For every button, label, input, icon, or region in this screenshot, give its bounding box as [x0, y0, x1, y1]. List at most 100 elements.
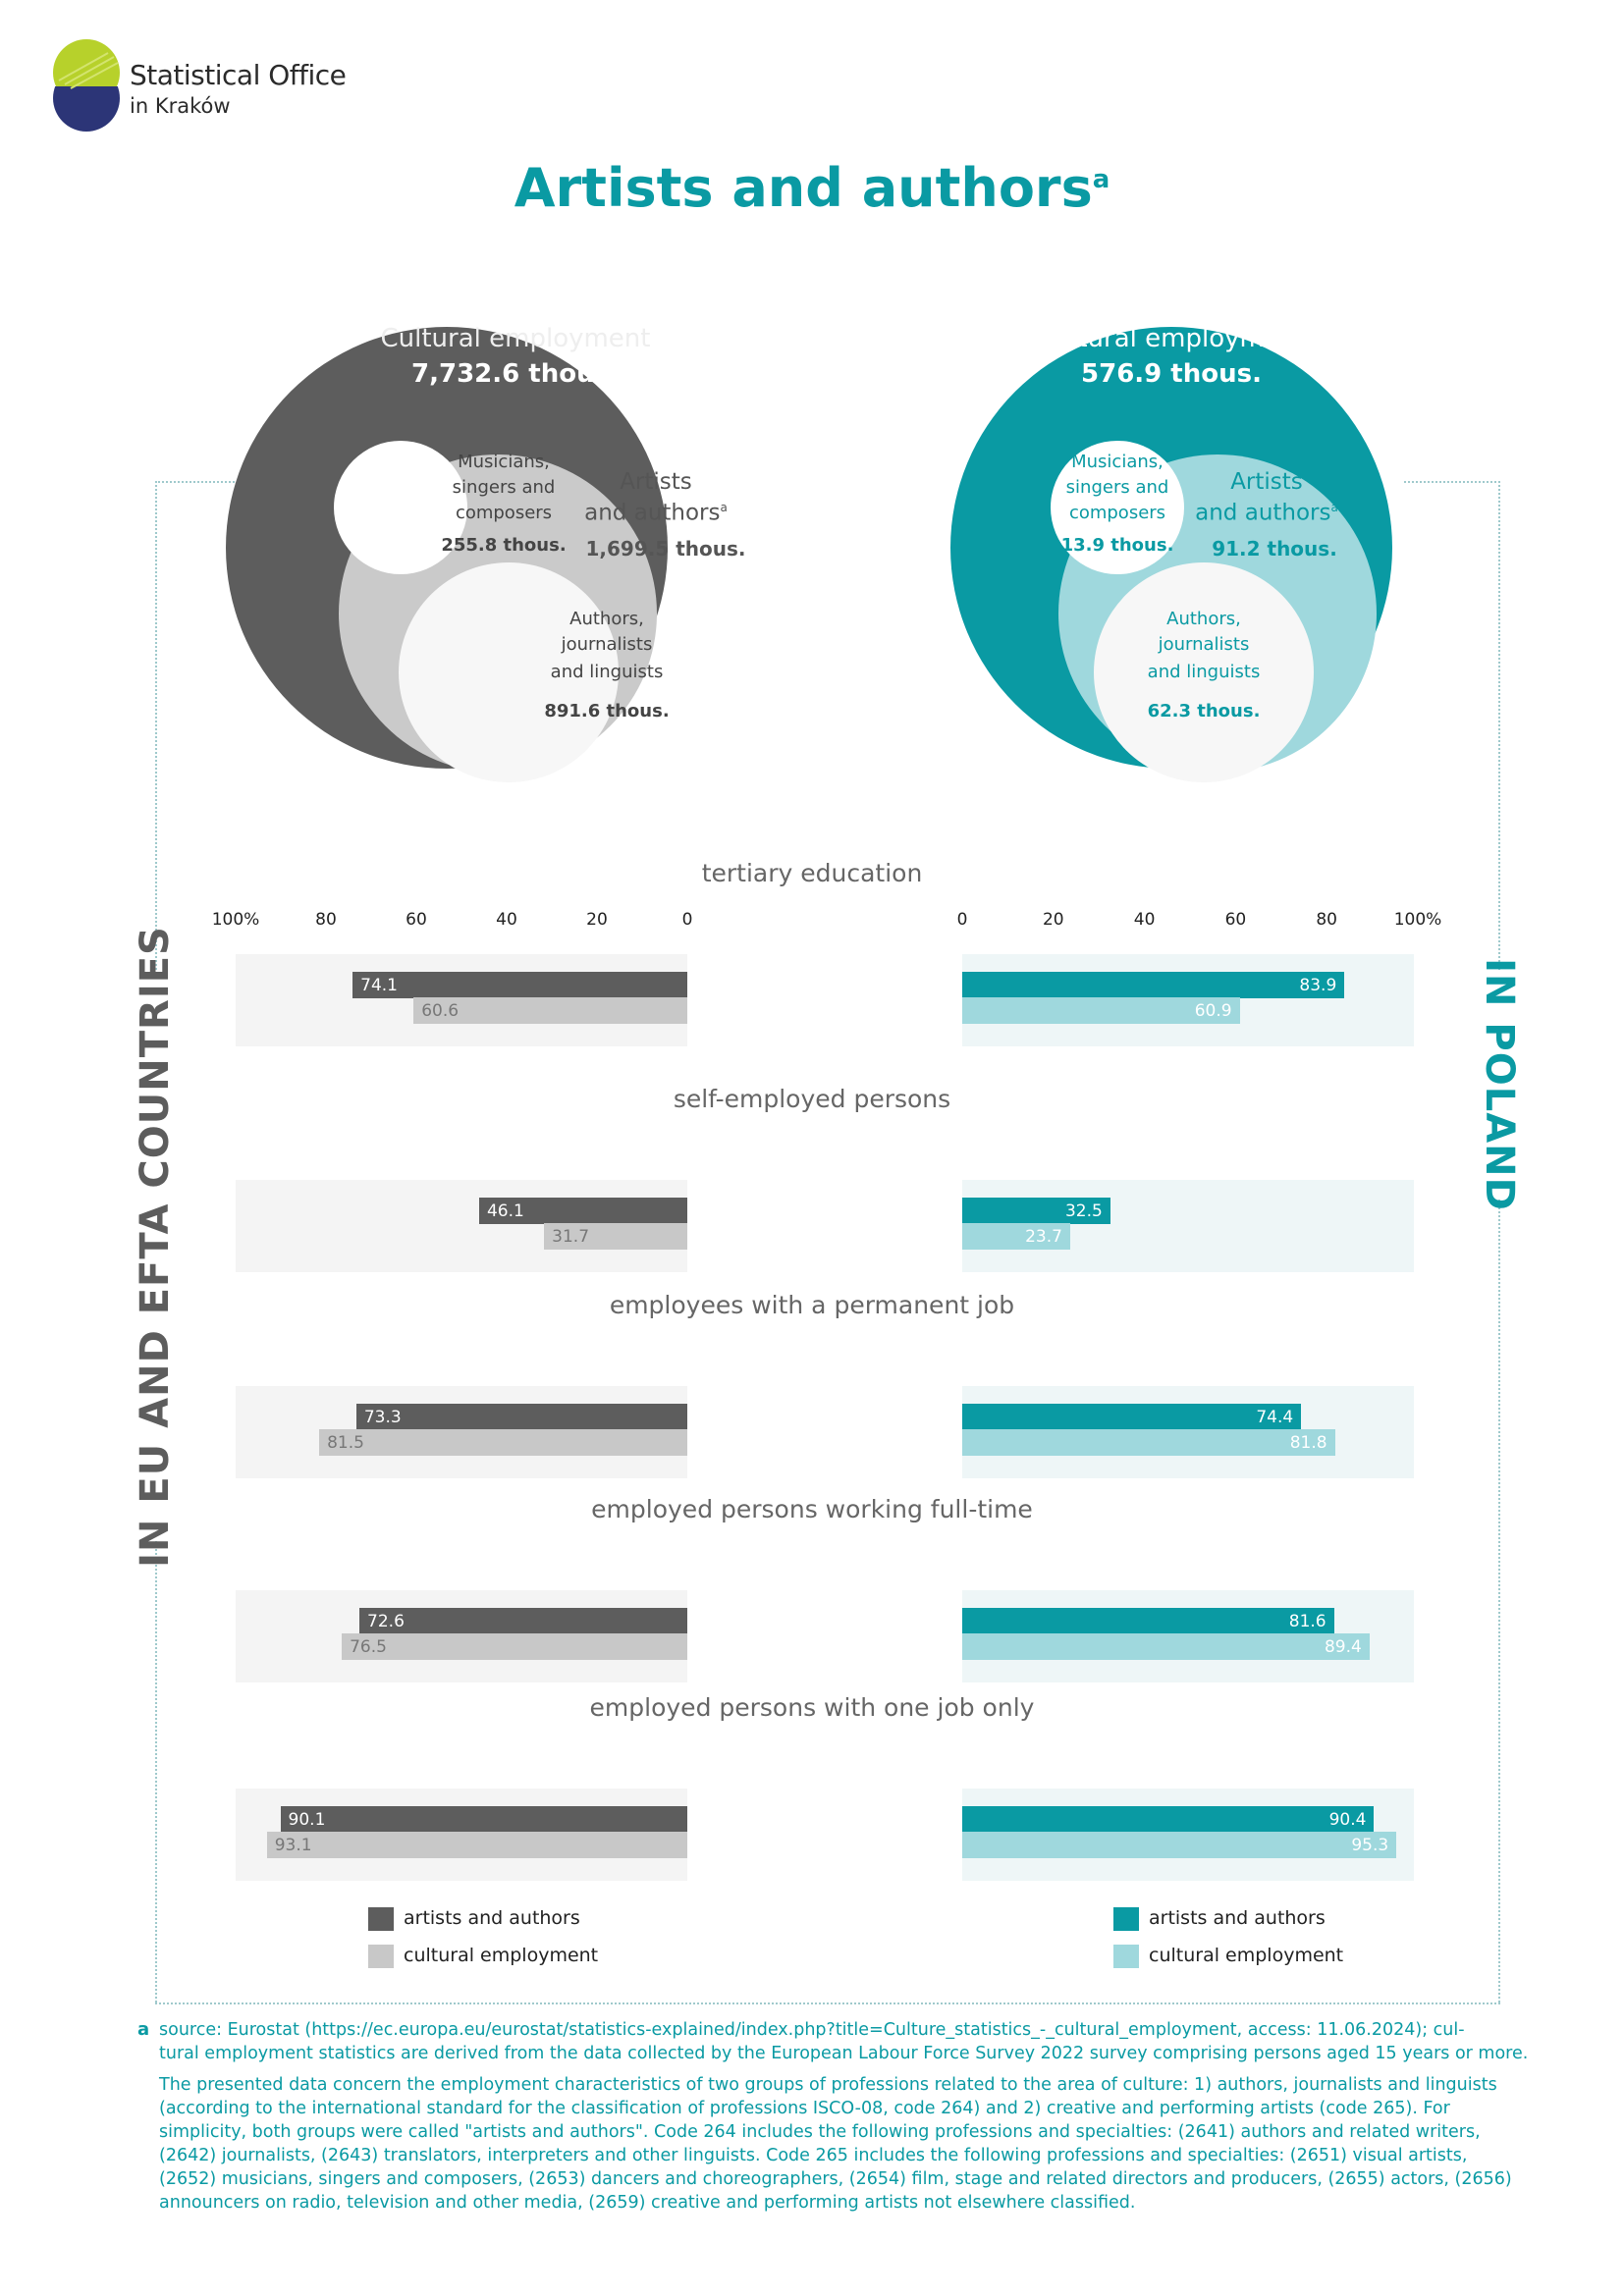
bar-label-pl-cultural: 95.3 [1351, 1836, 1389, 1855]
footnote-marker: a [137, 2019, 150, 2040]
bar-eu-cultural [544, 1223, 687, 1250]
venn-pl-small-value: 13.9 thous. [1060, 535, 1174, 556]
band-eu [236, 954, 687, 1046]
axis-eu-tick: 0 [681, 910, 693, 930]
venn-eu-small [334, 441, 467, 574]
axis-pl-tick: 100% [1393, 910, 1442, 930]
bar-label-pl-artists: 90.4 [1328, 1810, 1367, 1830]
bar-pl-cultural [962, 1633, 1370, 1660]
bar-label-pl-artists: 32.5 [1064, 1201, 1103, 1221]
page-title-text: Artists and authors [514, 157, 1093, 219]
bar-label-pl-artists: 83.9 [1299, 976, 1337, 995]
bar-eu-artists [478, 1198, 687, 1224]
bar-pl-artists [962, 1198, 1110, 1224]
axis-pl-tick: 80 [1316, 910, 1337, 930]
venn-pl-small [1051, 441, 1184, 574]
venn-eu-inner-label-1: Authors, [569, 609, 644, 629]
band-pl [962, 1590, 1414, 1682]
frame-left-top [155, 481, 253, 483]
venn-eu-small-label-1: Musicians, [458, 452, 550, 472]
axis-pl-tick: 20 [1042, 910, 1064, 930]
venn-pl-small-label-2: singers and [1065, 477, 1169, 498]
bar-label-eu-cultural: 31.7 [552, 1227, 590, 1247]
venn-pl-mid-label: Artists and authorsa [1178, 469, 1355, 526]
bar-label-eu-artists: 73.3 [363, 1408, 402, 1427]
venn-pl-outer-value: 576.9 thous. [1081, 359, 1262, 389]
bar-label-pl-artists: 74.4 [1256, 1408, 1294, 1427]
bar-eu-cultural [413, 997, 687, 1024]
band-pl [962, 1789, 1414, 1881]
left-label-box [116, 972, 194, 1541]
venn-pl-mid-label-1: Artists [1230, 469, 1303, 495]
legend-eu-label-1: artists and authors [404, 1907, 580, 1929]
venn-pl-inner-value: 62.3 thous. [1147, 701, 1261, 721]
bar-eu-artists [352, 972, 687, 998]
org-name-line1: Statistical Office [130, 59, 347, 91]
venn-eu-mid-label-2: and authors [584, 500, 721, 526]
bar-eu-artists [280, 1806, 687, 1833]
legend-pl-swatch-2 [1113, 1945, 1139, 1968]
footnote-line2: tural employment statistics are derived … [159, 2044, 1529, 2063]
bar-label-eu-cultural: 76.5 [350, 1637, 387, 1657]
band-eu [236, 1789, 687, 1881]
section-title: employed persons with one job only [589, 1693, 1035, 1722]
bar-pl-artists [962, 1404, 1302, 1430]
legend-pl-label-1: artists and authors [1149, 1907, 1326, 1929]
axis-pl-tick: 60 [1224, 910, 1247, 930]
venn-eu-outer-value: 7,732.6 thous. [411, 359, 620, 389]
right-side-label: IN POLAND [1477, 958, 1522, 1211]
bar-label-eu-cultural: 93.1 [274, 1836, 312, 1855]
venn-pl-inner [1094, 562, 1314, 782]
band-pl [962, 1386, 1414, 1478]
venn-eu-mid-value: 1,699.5 thous. [585, 537, 746, 561]
venn-eu-mid-label: Artists and authorsa [568, 469, 744, 526]
bar-label-eu-cultural: 81.5 [327, 1433, 364, 1453]
bar-eu-cultural [342, 1633, 687, 1660]
section-title: tertiary education [701, 859, 923, 887]
axis-eu-tick: 20 [586, 910, 608, 930]
venn-pl-inner-label-2: journalists [1158, 634, 1250, 655]
bar-label-pl-cultural: 60.9 [1194, 1001, 1232, 1021]
legend-pl-label-2: cultural employment [1149, 1945, 1344, 1966]
bar-eu-artists [355, 1404, 687, 1430]
venn-pl [950, 327, 1392, 782]
venn-pl-mid-value: 91.2 thous. [1212, 537, 1337, 561]
axis-eu-tick: 100% [211, 910, 260, 930]
frame-bottom [155, 2002, 1500, 2004]
bar-pl-artists [962, 1806, 1375, 1833]
bar-label-eu-artists: 72.6 [367, 1612, 405, 1631]
venn-pl-small-label-3: composers [1068, 503, 1166, 523]
axis-eu-tick: 40 [496, 910, 517, 930]
page-title: Artists and authorsa [0, 157, 1624, 219]
legend-eu-swatch-1 [368, 1907, 394, 1931]
legend-pl-swatch-1 [1113, 1907, 1139, 1931]
venn-eu-inner-label-2: journalists [561, 634, 653, 655]
footnote-paragraph: The presented data concern the employmen… [159, 2075, 1512, 2213]
bar-pl-cultural [962, 1223, 1070, 1250]
axis-pl-tick: 40 [1133, 910, 1156, 930]
bar-label-pl-artists: 81.6 [1288, 1612, 1326, 1631]
bar-eu-cultural [266, 1832, 687, 1858]
bar-label-pl-cultural: 89.4 [1324, 1637, 1362, 1657]
venn-eu-inner-value: 891.6 thous. [544, 701, 670, 721]
footnote-line1: source: Eurostat (https://ec.europa.eu/e… [159, 2020, 1465, 2040]
bar-label-pl-cultural: 81.8 [1289, 1433, 1327, 1453]
bar-label-pl-cultural: 23.7 [1025, 1227, 1062, 1247]
frame-right-top [1404, 481, 1500, 483]
venn-pl-small-label-1: Musicians, [1071, 452, 1164, 472]
bar-pl-artists [962, 1608, 1334, 1634]
bar-pl-cultural [962, 1832, 1397, 1858]
left-side-label: IN EU AND EFTA COUNTRIES [133, 926, 178, 1568]
bar-pl-cultural [962, 997, 1240, 1024]
bar-pl-artists [962, 972, 1345, 998]
section-title: self-employed persons [673, 1085, 951, 1113]
band-eu [236, 1386, 687, 1478]
page-title-sup: a [1092, 165, 1110, 194]
venn-eu-mid-label-1: Artists [620, 469, 692, 495]
legend-eu-swatch-2 [368, 1945, 394, 1968]
right-label-box [1461, 972, 1540, 1198]
venn-eu [226, 327, 668, 782]
venn-eu-outer-label: Cultural employment [380, 324, 651, 353]
section-title: employed persons working full-time [591, 1495, 1033, 1523]
bar-eu-artists [359, 1608, 687, 1634]
